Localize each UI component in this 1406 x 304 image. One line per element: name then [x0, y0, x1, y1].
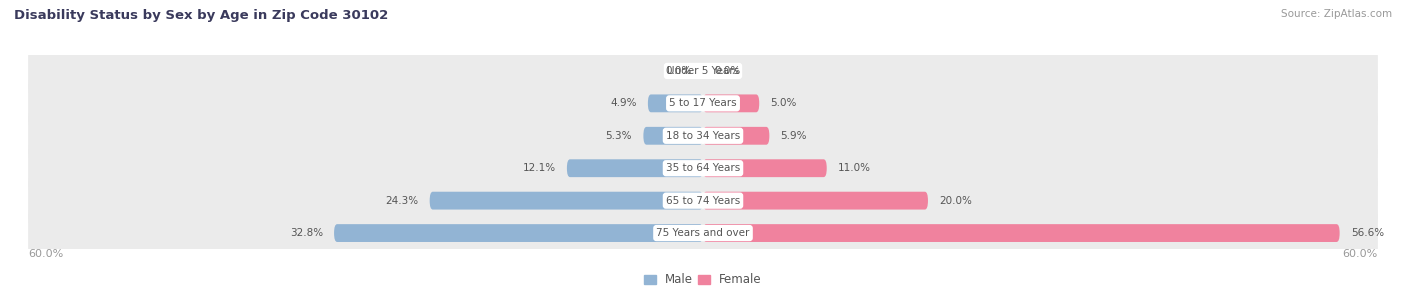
Legend: Male, Female: Male, Female [644, 273, 762, 286]
Text: 75 Years and over: 75 Years and over [657, 228, 749, 238]
Text: Disability Status by Sex by Age in Zip Code 30102: Disability Status by Sex by Age in Zip C… [14, 9, 388, 22]
Text: 0.0%: 0.0% [665, 66, 692, 76]
Text: 35 to 64 Years: 35 to 64 Years [666, 163, 740, 173]
Text: 5 to 17 Years: 5 to 17 Years [669, 98, 737, 108]
Text: 60.0%: 60.0% [1343, 249, 1378, 259]
FancyBboxPatch shape [703, 224, 1340, 242]
FancyBboxPatch shape [703, 95, 759, 112]
Text: 18 to 34 Years: 18 to 34 Years [666, 131, 740, 141]
Text: 65 to 74 Years: 65 to 74 Years [666, 196, 740, 206]
FancyBboxPatch shape [648, 95, 703, 112]
FancyBboxPatch shape [28, 108, 1378, 164]
FancyBboxPatch shape [28, 140, 1378, 196]
Text: Under 5 Years: Under 5 Years [666, 66, 740, 76]
FancyBboxPatch shape [567, 159, 703, 177]
FancyBboxPatch shape [703, 192, 928, 209]
FancyBboxPatch shape [28, 43, 1378, 99]
FancyBboxPatch shape [28, 75, 1378, 131]
Text: 56.6%: 56.6% [1351, 228, 1384, 238]
FancyBboxPatch shape [28, 205, 1378, 261]
Text: 24.3%: 24.3% [385, 196, 419, 206]
Text: 5.0%: 5.0% [770, 98, 797, 108]
Text: Source: ZipAtlas.com: Source: ZipAtlas.com [1281, 9, 1392, 19]
FancyBboxPatch shape [644, 127, 703, 145]
Text: 5.9%: 5.9% [780, 131, 807, 141]
Text: 32.8%: 32.8% [290, 228, 323, 238]
FancyBboxPatch shape [28, 173, 1378, 229]
FancyBboxPatch shape [703, 127, 769, 145]
Text: 0.0%: 0.0% [714, 66, 741, 76]
Text: 4.9%: 4.9% [610, 98, 637, 108]
Text: 5.3%: 5.3% [606, 131, 633, 141]
Text: 11.0%: 11.0% [838, 163, 870, 173]
Text: 60.0%: 60.0% [28, 249, 63, 259]
Text: 20.0%: 20.0% [939, 196, 972, 206]
FancyBboxPatch shape [703, 159, 827, 177]
FancyBboxPatch shape [335, 224, 703, 242]
FancyBboxPatch shape [430, 192, 703, 209]
Text: 12.1%: 12.1% [523, 163, 555, 173]
